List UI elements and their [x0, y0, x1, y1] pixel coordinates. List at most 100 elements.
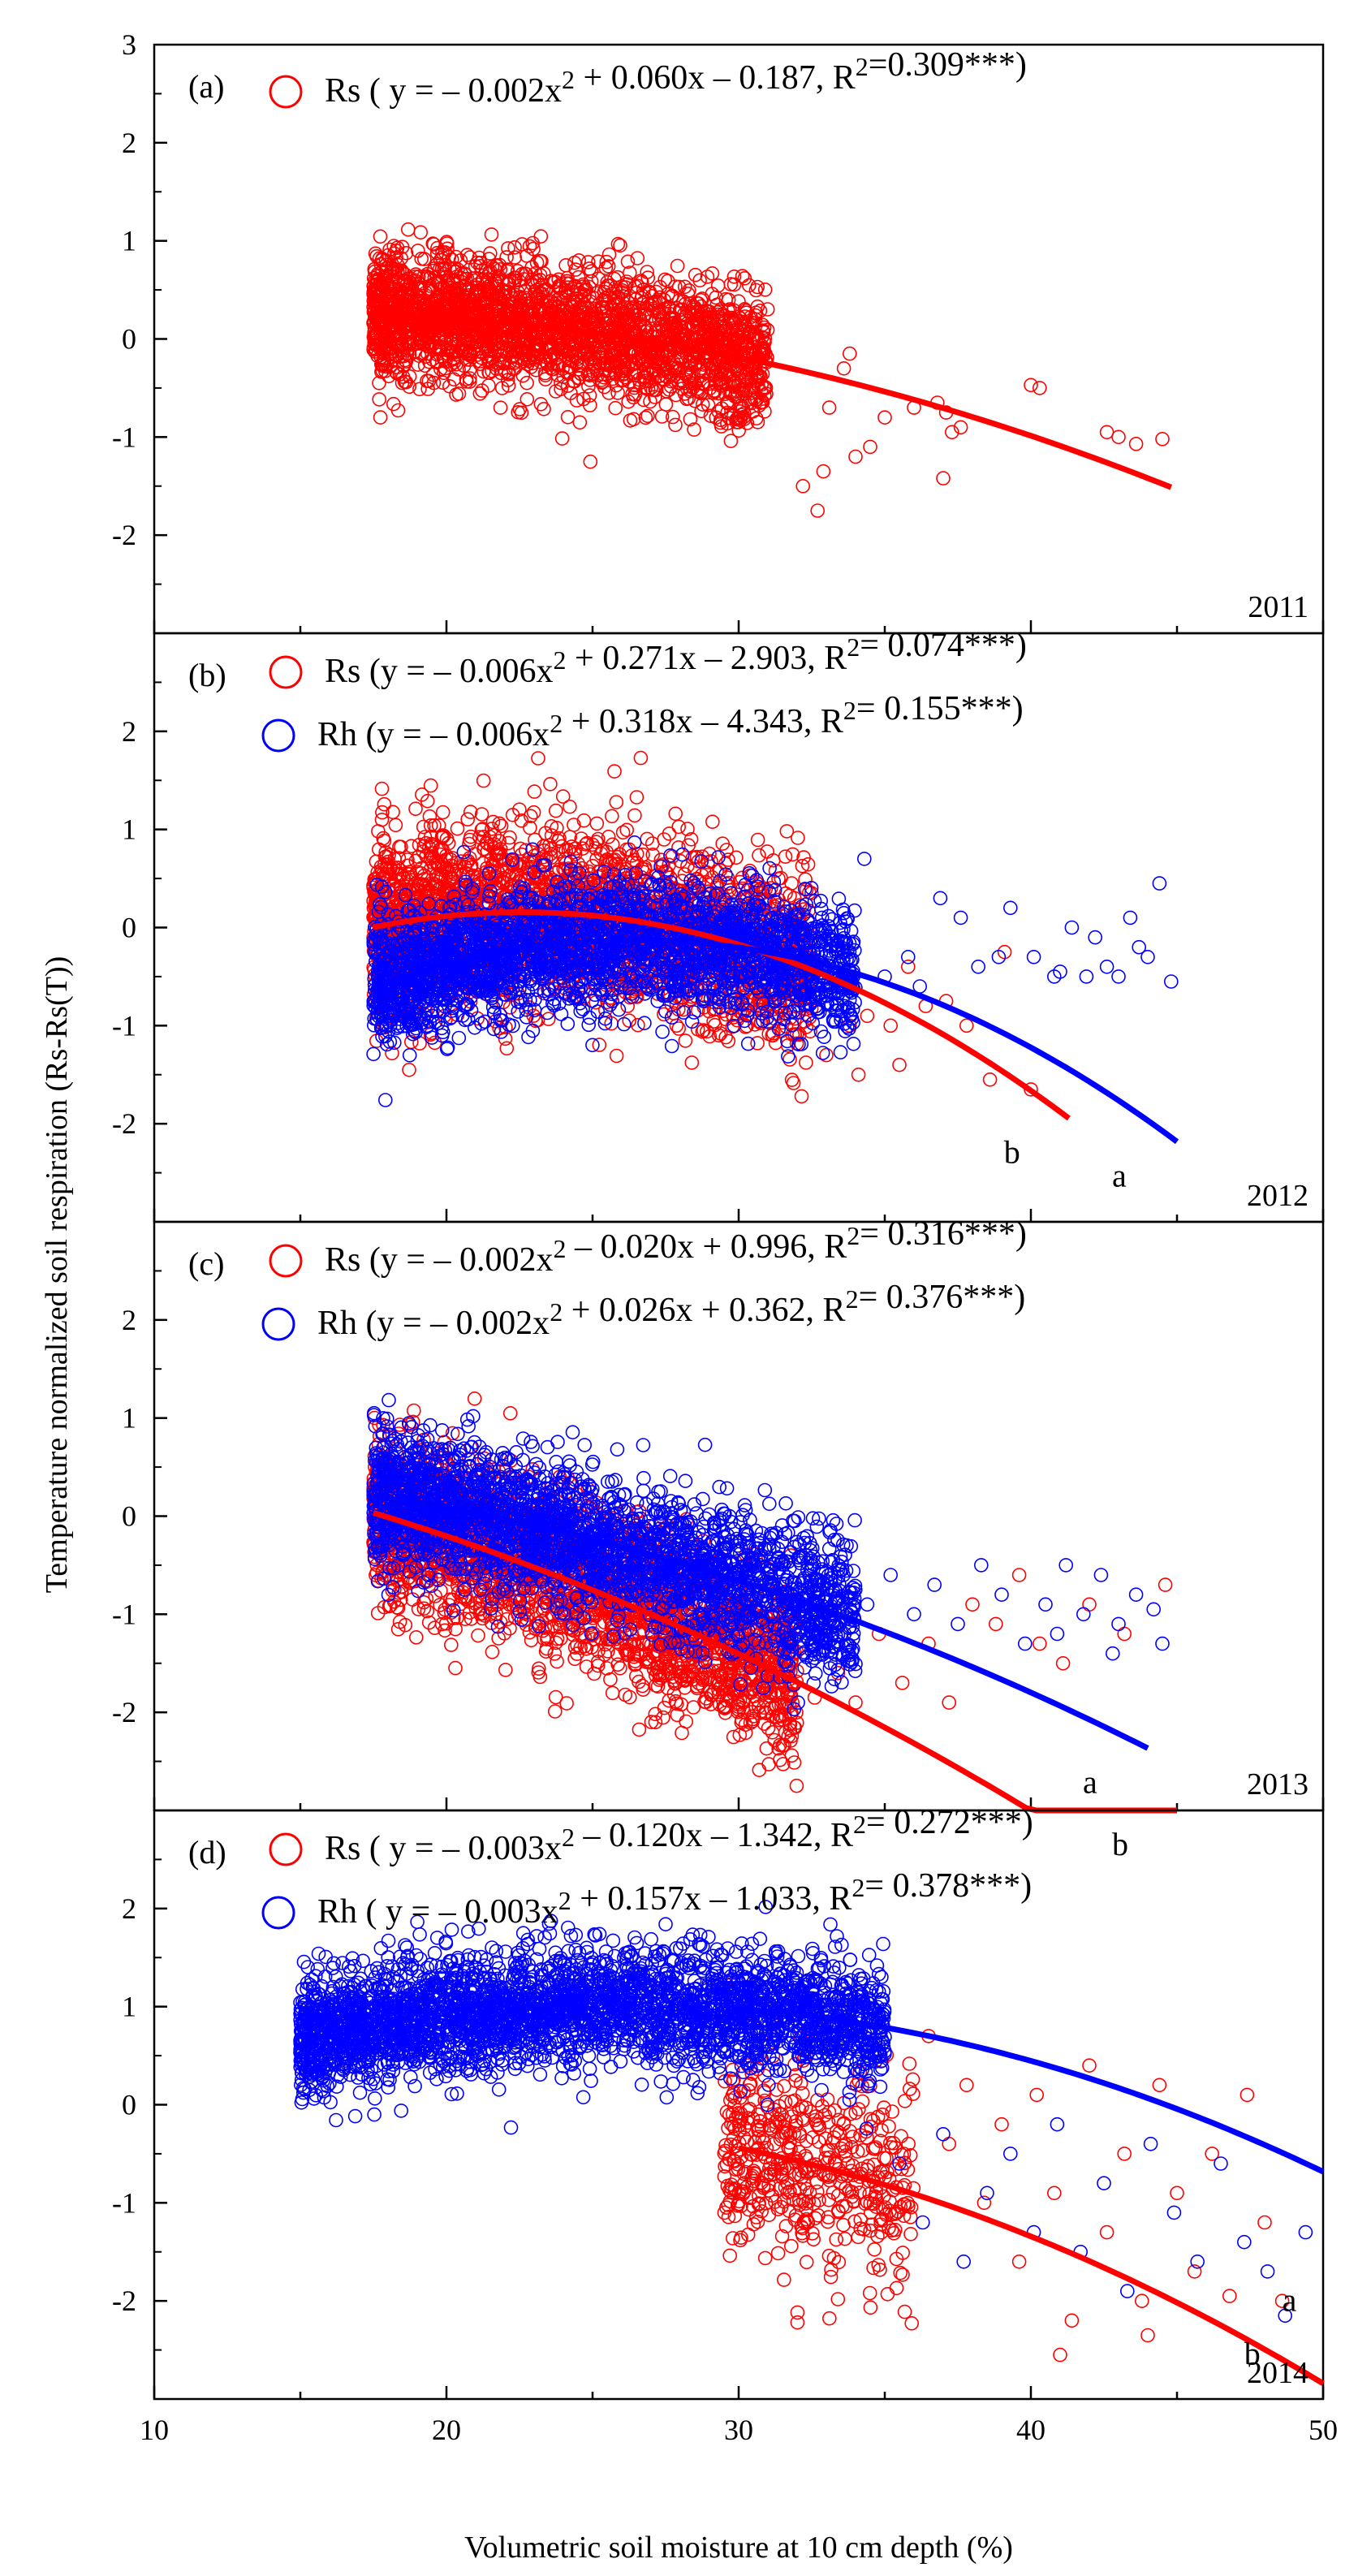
data-point — [414, 251, 429, 266]
data-point — [836, 360, 851, 376]
data-point — [723, 434, 739, 449]
data-point — [435, 805, 451, 820]
data-point — [1099, 425, 1114, 440]
data-point — [752, 848, 766, 863]
data-point — [462, 374, 477, 389]
data-point — [572, 415, 588, 430]
data-point — [609, 795, 624, 809]
data-point — [630, 251, 645, 265]
data-point — [507, 239, 522, 255]
data-point — [877, 410, 892, 425]
data-point — [520, 391, 535, 407]
data-point — [627, 808, 642, 823]
y-tick-label: 2 — [122, 715, 136, 748]
data-point — [657, 832, 671, 847]
data-point — [760, 844, 775, 859]
y-tick-label: 0 — [122, 912, 136, 944]
data-point — [373, 410, 388, 425]
data-point — [668, 417, 683, 433]
data-point — [474, 822, 489, 837]
legend-superscript: 2 — [856, 52, 869, 81]
data-point — [1024, 378, 1038, 393]
data-point — [413, 225, 429, 240]
data-point — [501, 241, 515, 256]
data-point — [795, 478, 811, 494]
data-point — [484, 227, 499, 242]
data-point — [810, 503, 826, 518]
data-point — [555, 789, 571, 804]
data-point — [400, 222, 416, 237]
data-point — [499, 1041, 515, 1056]
x-axis-title: Volumetric soil moisture at 10 cm depth … — [464, 2531, 1013, 2565]
data-point — [662, 826, 677, 841]
data-point — [373, 229, 388, 244]
data-point — [843, 346, 857, 361]
legend-text-part: =0.309***) — [869, 46, 1027, 84]
data-point — [785, 847, 800, 862]
data-point — [794, 1089, 809, 1104]
data-point — [522, 239, 537, 254]
legend-superscript: 2 — [562, 65, 575, 94]
data-point — [537, 401, 551, 416]
data-point — [1128, 436, 1144, 451]
data-point — [757, 282, 773, 297]
data-point — [768, 1035, 783, 1051]
y-tick-label: 1 — [122, 225, 136, 257]
legend-text-part: Rs ( y = – 0.002x — [325, 72, 562, 110]
data-point — [638, 410, 653, 425]
data-point — [1033, 381, 1047, 395]
data-point — [684, 1055, 700, 1070]
data-point — [613, 238, 627, 253]
data-point — [583, 454, 598, 469]
data-point — [629, 790, 645, 805]
data-point — [799, 1055, 813, 1070]
data-point — [608, 400, 623, 416]
data-point — [609, 1048, 624, 1064]
data-point — [372, 392, 387, 407]
data-point — [1155, 431, 1170, 447]
y-tick-label: 2 — [122, 127, 136, 159]
data-point — [425, 236, 441, 251]
data-point — [533, 229, 549, 244]
data-point — [538, 372, 553, 387]
data-point — [683, 412, 698, 427]
data-point — [374, 781, 390, 796]
panel-label: (a) — [188, 68, 224, 105]
data-point — [1111, 429, 1126, 445]
data-point — [721, 1033, 736, 1049]
data-point — [526, 805, 541, 820]
data-point — [476, 773, 491, 788]
data-point — [601, 247, 617, 262]
data-point — [589, 816, 605, 831]
data-point — [821, 400, 837, 415]
data-point — [791, 831, 805, 845]
y-tick-label: 3 — [122, 28, 136, 61]
data-point — [633, 750, 649, 766]
data-point — [377, 796, 392, 812]
data-point — [668, 806, 683, 822]
data-point — [472, 386, 488, 401]
data-point — [515, 368, 531, 383]
data-point — [533, 396, 549, 412]
data-point — [402, 1063, 416, 1077]
data-point — [816, 464, 831, 479]
data-point — [411, 244, 425, 258]
legend-marker-rs — [269, 75, 303, 109]
data-point — [527, 784, 542, 799]
y-tick-label: -2 — [112, 519, 136, 551]
y-axis-title: Temperature normalized soil respiration … — [40, 956, 74, 1594]
panel-b: 210-1-2(b) Rs (y = – 0.006x2 + 0.271x – 2… — [112, 627, 1325, 1223]
data-point — [520, 375, 534, 390]
data-point — [416, 252, 432, 266]
y-tick-label: 0 — [122, 323, 136, 356]
y-tick-label: -1 — [112, 1009, 136, 1042]
data-point — [408, 801, 423, 817]
data-point — [863, 439, 877, 455]
data-point — [778, 849, 793, 864]
data-point — [493, 400, 508, 416]
data-point — [435, 375, 451, 390]
data-point — [848, 449, 863, 464]
legend-text-part: + 0.060x – 0.187, R — [575, 59, 856, 97]
year-label: 2011 — [1248, 590, 1308, 624]
